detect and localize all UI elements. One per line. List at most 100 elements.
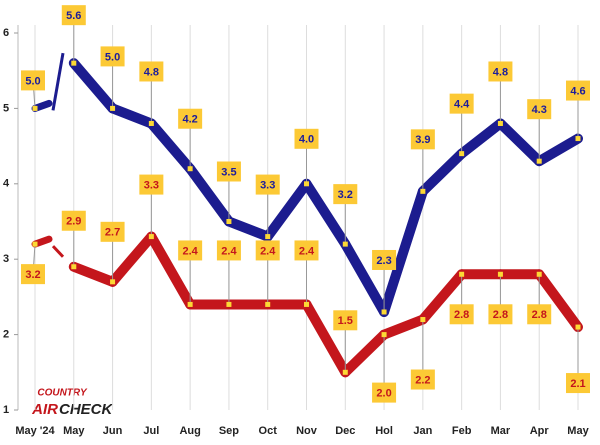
point (187, 301, 193, 307)
point (265, 301, 271, 307)
x-tick-label: May (567, 425, 589, 437)
value-label: 2.8 (532, 309, 547, 321)
line-segment (223, 216, 273, 242)
label-box (566, 80, 590, 101)
point (536, 271, 542, 277)
value-label: 2.4 (299, 245, 315, 257)
label-box (449, 93, 474, 114)
x-tick-label: Dec (335, 425, 355, 437)
label-box (21, 70, 45, 91)
x-tick-label: May (63, 425, 85, 437)
label-box (410, 369, 435, 390)
y-tick-label: 6 (3, 27, 9, 39)
line-segment (68, 58, 118, 114)
line-segment (107, 103, 157, 129)
line-segment (534, 133, 583, 167)
x-tick-label: Jul (143, 425, 159, 437)
value-label: 5.0 (25, 75, 40, 87)
point (265, 234, 271, 240)
line-segment (185, 163, 234, 227)
label-box (410, 129, 435, 150)
break-mark (51, 52, 65, 111)
line-segment (301, 299, 351, 378)
x-tick-label: Jan (413, 425, 432, 437)
value-label: 2.4 (182, 245, 198, 257)
point (71, 264, 77, 270)
value-label: 4.8 (144, 66, 159, 78)
x-tick-label: Nov (296, 425, 318, 437)
value-label: 3.5 (221, 166, 236, 178)
x-tick-label: Mar (491, 425, 511, 437)
value-label: 3.2 (338, 189, 353, 201)
line-segment (146, 118, 196, 174)
line-segment (340, 329, 390, 378)
line-segment (340, 239, 390, 317)
line-segment (68, 261, 118, 287)
point (304, 181, 309, 187)
value-label: 2.0 (376, 388, 391, 400)
line-segment (417, 148, 467, 197)
value-label: 2.8 (454, 309, 469, 321)
label-box (372, 249, 397, 270)
label-box (178, 108, 203, 129)
value-label: 5.0 (105, 51, 120, 63)
break-mark (51, 245, 65, 258)
label-box (21, 264, 45, 285)
label-box (488, 61, 513, 82)
point (148, 234, 154, 240)
point (71, 60, 77, 66)
x-tick-label: Hol (375, 425, 393, 437)
value-label: 4.2 (182, 114, 197, 126)
label-box (488, 304, 513, 325)
label-box (216, 161, 241, 182)
x-tick-label: Aug (179, 425, 200, 437)
point (226, 219, 232, 224)
point (110, 105, 116, 111)
label-box (100, 46, 125, 67)
label-box (527, 99, 552, 120)
label-box (449, 304, 474, 325)
y-tick-label: 1 (3, 404, 9, 416)
value-label: 3.3 (144, 179, 159, 191)
label-box (294, 240, 319, 261)
point (148, 120, 154, 126)
point (110, 279, 116, 285)
x-tick-label: Oct (259, 425, 278, 437)
line-segment (379, 186, 428, 317)
point (575, 324, 581, 330)
value-label: 2.2 (415, 374, 430, 386)
value-label: 2.4 (260, 245, 276, 257)
x-tick-label: Feb (452, 425, 472, 437)
line-segment (417, 269, 467, 325)
x-tick-label: Jun (103, 425, 123, 437)
point (304, 301, 309, 307)
line-segment (146, 231, 196, 310)
value-label: 2.4 (221, 245, 237, 257)
point (420, 317, 426, 323)
label-box (139, 61, 164, 82)
label-box (372, 382, 397, 403)
label-box (178, 240, 203, 261)
point (342, 369, 348, 375)
line-segment (495, 118, 545, 167)
label-box (139, 174, 164, 195)
point (459, 271, 465, 277)
label-box (216, 240, 241, 261)
value-label: 3.3 (260, 179, 275, 191)
line-segment (262, 178, 312, 242)
line-segment (379, 314, 428, 340)
label-box (333, 184, 358, 205)
point (381, 332, 387, 338)
label-box (255, 174, 280, 195)
label-box (61, 5, 86, 26)
label-box (255, 240, 280, 261)
value-label: 5.6 (66, 10, 81, 22)
value-label: 3.2 (25, 269, 40, 281)
point (575, 136, 581, 142)
x-tick-label: Sep (219, 425, 239, 437)
value-label: 4.8 (493, 66, 508, 78)
line-segment (534, 269, 583, 333)
point (459, 151, 465, 157)
y-tick-label: 3 (3, 253, 9, 265)
y-tick-label: 2 (3, 329, 9, 341)
